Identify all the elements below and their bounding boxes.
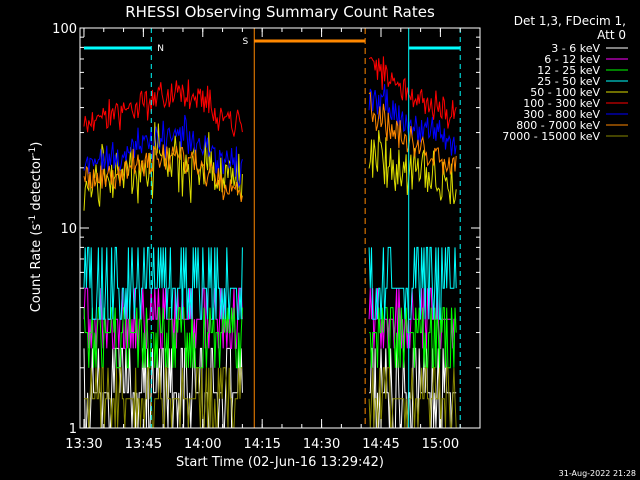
legend-header-line1: Det 1,3, FDecim 1, — [514, 14, 626, 28]
y-axis-label: Count Rate (s-1 detector-1) — [28, 142, 44, 313]
legend-label: 25 - 50 keV — [537, 75, 600, 88]
series-line-100-300-kev — [368, 56, 457, 129]
legend-label: 800 - 7000 keV — [516, 119, 600, 132]
y-tick-label: 100 — [52, 22, 77, 37]
legend-label: 3 - 6 keV — [551, 42, 600, 55]
x-axis-label: Start Time (02-Jun-16 13:29:42) — [176, 455, 384, 470]
plot-area: NS — [83, 28, 461, 429]
x-tick-label: 14:45 — [362, 437, 399, 452]
plot-timestamp: 31-Aug-2022 21:28 — [559, 469, 636, 478]
x-tick-label: 13:30 — [65, 437, 102, 452]
series-line-300-800-kev — [83, 114, 243, 189]
series-line-7000-15000-kev — [368, 367, 457, 429]
series-line-800-7000-kev — [368, 91, 457, 176]
series-line-25-50-kev — [83, 246, 243, 320]
series-line-25-50-kev — [368, 246, 457, 320]
legend-label: 100 - 300 keV — [523, 97, 600, 110]
series-line-12-25-kev — [83, 307, 243, 369]
saa-label: S — [243, 37, 249, 47]
x-tick-label: 14:30 — [303, 437, 340, 452]
series-line-50-100-kev — [368, 130, 457, 205]
y-tick-label: 1 — [69, 422, 77, 437]
series-line-300-800-kev — [368, 84, 457, 156]
chart-title: RHESSI Observing Summary Count Rates — [125, 3, 435, 21]
legend-header-line2: Att 0 — [597, 28, 626, 42]
legend-label: 7000 - 15000 keV — [502, 130, 600, 143]
series-line-100-300-kev — [83, 79, 243, 137]
x-tick-label: 14:00 — [184, 437, 221, 452]
x-tick-label: 14:15 — [243, 437, 280, 452]
legend-label: 12 - 25 keV — [537, 64, 600, 77]
series-line-800-7000-kev — [83, 144, 243, 202]
legend-label: 300 - 800 keV — [523, 108, 600, 121]
legend-label: 50 - 100 keV — [530, 86, 600, 99]
y-tick-label: 10 — [60, 222, 77, 237]
night-label: N — [157, 44, 164, 54]
axes: 1 10 100 13:30 13:45 14:00 14:15 14:30 14:45 15:0… — [52, 22, 481, 452]
x-tick-label: 15:00 — [422, 437, 459, 452]
x-tick-label: 13:45 — [125, 437, 162, 452]
legend-label: 6 - 12 keV — [544, 53, 600, 66]
series-line-12-25-kev — [369, 307, 457, 369]
